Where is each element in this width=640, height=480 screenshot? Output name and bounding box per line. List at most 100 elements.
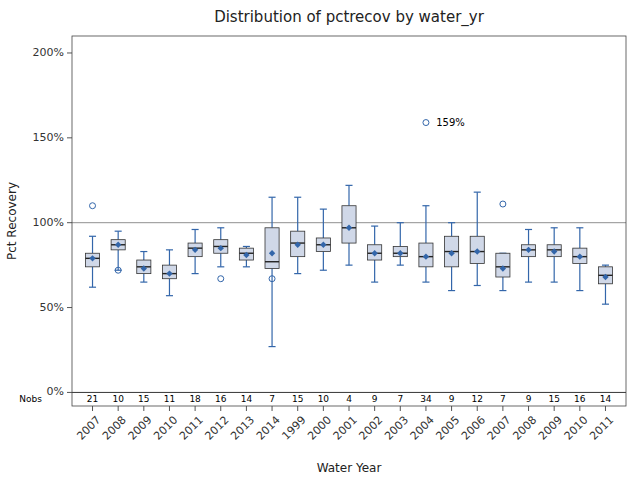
mean <box>371 250 377 256</box>
y-label: Pct Recovery <box>5 182 19 260</box>
upper-cap <box>551 227 558 228</box>
lower-cap <box>166 295 173 296</box>
lower-cap <box>602 304 609 305</box>
box <box>188 243 202 257</box>
upper-cap <box>602 265 609 266</box>
x-tick-label: 2013 <box>228 414 257 443</box>
lower-whisker <box>92 267 93 287</box>
y-tick <box>67 307 72 308</box>
outlier <box>115 267 121 273</box>
mean <box>320 242 326 248</box>
upper-whisker <box>554 228 555 245</box>
x-tick <box>195 406 196 411</box>
box <box>137 260 151 274</box>
lower-whisker <box>528 257 529 282</box>
nobs-value: 15 <box>292 394 303 404</box>
nobs-label: Nobs <box>19 394 42 404</box>
title: Distribution of pctrecov by water_yr <box>214 8 485 27</box>
upper-cap <box>371 225 378 226</box>
x-label: Water Year <box>317 461 382 475</box>
nobs-value: 16 <box>215 394 227 404</box>
upper-cap <box>243 246 250 247</box>
nobs-value: 12 <box>472 394 483 404</box>
box-group <box>162 250 176 296</box>
upper-whisker <box>118 231 119 239</box>
upper-cap <box>294 197 301 198</box>
x-tick <box>554 406 555 411</box>
upper-cap <box>166 249 173 250</box>
box-group <box>214 228 228 282</box>
x-tick <box>169 406 170 411</box>
box <box>291 231 305 256</box>
y-tick <box>67 52 72 53</box>
lower-cap <box>217 266 224 267</box>
box <box>214 240 228 254</box>
lower-whisker <box>605 284 606 304</box>
mean <box>577 253 583 259</box>
x-tick <box>220 406 221 411</box>
lower-cap <box>269 346 276 347</box>
lower-cap <box>243 266 250 267</box>
outlier <box>218 276 224 282</box>
x-tick-label: 2007 <box>74 414 103 443</box>
upper-whisker <box>297 197 298 231</box>
x-tick <box>118 406 119 411</box>
upper-cap <box>115 231 122 232</box>
upper-whisker <box>323 209 324 238</box>
box-group <box>573 228 587 291</box>
box-group <box>316 209 330 270</box>
x-tick-label: 2014 <box>254 414 283 443</box>
plot-area <box>72 120 626 393</box>
x-tick-label: 2006 <box>459 414 488 443</box>
lower-whisker <box>554 257 555 282</box>
mean <box>448 250 454 256</box>
box <box>419 243 433 267</box>
box <box>496 253 510 277</box>
mean <box>115 242 121 248</box>
x-tick <box>400 406 401 411</box>
upper-cap <box>576 227 583 228</box>
upper-whisker <box>579 228 580 248</box>
lower-cap <box>576 290 583 291</box>
lower-whisker <box>579 263 580 290</box>
mean <box>295 242 301 248</box>
x-tick <box>579 406 580 411</box>
box-group <box>598 265 612 304</box>
x-tick-label: 2001 <box>331 414 360 443</box>
upper-whisker <box>374 226 375 245</box>
plot-frame <box>72 36 626 406</box>
y-tick-label: 100% <box>33 216 64 229</box>
upper-cap <box>448 222 455 223</box>
box-group <box>470 192 484 285</box>
upper-whisker <box>143 252 144 260</box>
nobs-value: 10 <box>318 394 330 404</box>
upper-whisker <box>271 197 272 228</box>
upper-cap <box>525 229 532 230</box>
box <box>316 238 330 252</box>
x-tick-label: 2002 <box>356 414 385 443</box>
upper-cap <box>345 185 352 186</box>
mean <box>346 225 352 231</box>
nobs-value: 34 <box>420 394 432 404</box>
mean <box>397 250 403 256</box>
box-group <box>419 120 433 283</box>
x-tick-label: 2009 <box>126 414 155 443</box>
mean <box>166 270 172 276</box>
upper-whisker <box>451 223 452 237</box>
box-group <box>521 229 535 282</box>
nobs-value: 11 <box>164 394 175 404</box>
box <box>598 267 612 284</box>
x-tick <box>246 406 247 411</box>
lower-cap <box>371 282 378 283</box>
lower-cap <box>294 273 301 274</box>
x-tick-label: 1999 <box>279 414 308 443</box>
mean <box>474 248 480 254</box>
nobs-value: 4 <box>346 394 352 404</box>
box <box>342 206 356 243</box>
lower-whisker <box>323 252 324 271</box>
x-tick-label: 2000 <box>305 414 334 443</box>
lower-whisker <box>271 269 272 347</box>
box <box>445 236 459 267</box>
x-tick-label: 2007 <box>485 414 514 443</box>
upper-whisker <box>425 206 426 243</box>
